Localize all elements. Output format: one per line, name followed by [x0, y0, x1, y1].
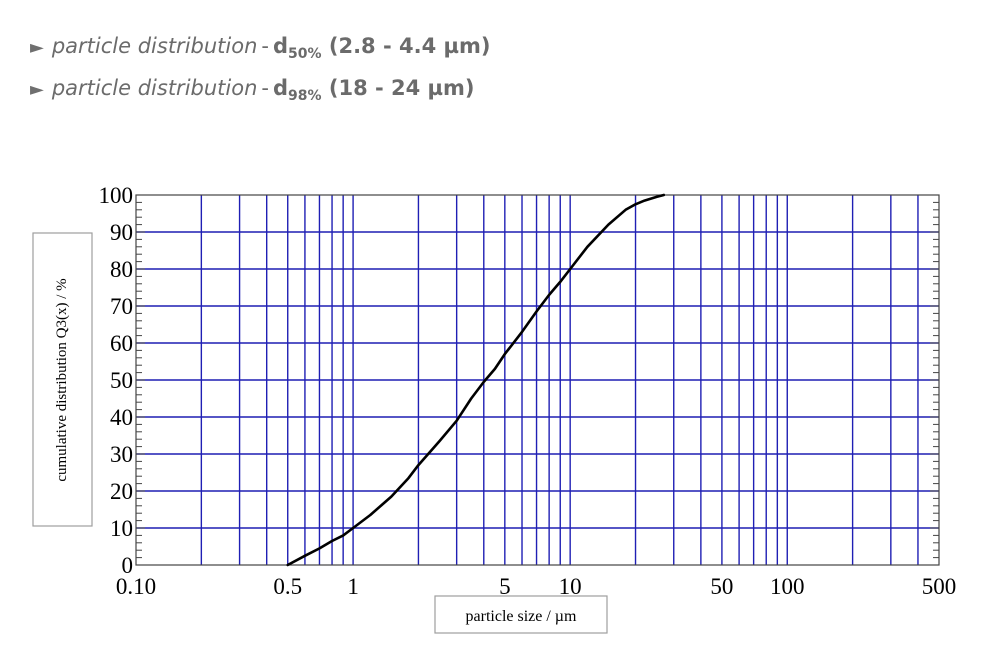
triangle-right-icon: ► — [30, 79, 44, 100]
spec-line-d98: ► particle distribution - d98% (18 - 24 µm) — [30, 70, 490, 112]
x-axis-label-box — [434, 595, 608, 634]
y-tick-label: 90 — [110, 220, 133, 245]
spec-value: d50% (2.8 - 4.4 µm) — [272, 34, 491, 62]
y-tick-label: 100 — [99, 183, 134, 208]
y-axis-label-box — [32, 232, 93, 527]
x-tick-label: 1 — [347, 574, 359, 599]
x-tick-label: 10 — [559, 574, 582, 599]
spec-range: (18 - 24 µm) — [321, 76, 475, 100]
y-tick-label: 0 — [122, 553, 134, 578]
x-tick-label: 5 — [499, 574, 511, 599]
x-tick-label: 500 — [922, 574, 957, 599]
y-tick-label: 20 — [110, 479, 133, 504]
spec-label: particle distribution — [51, 34, 258, 58]
x-tick-label: 50 — [710, 574, 733, 599]
x-tick-label: 100 — [770, 574, 805, 599]
spec-label: particle distribution — [51, 76, 258, 100]
spec-symbol: d — [272, 34, 289, 58]
spec-separator: - — [261, 34, 269, 58]
y-tick-label: 10 — [110, 516, 133, 541]
x-tick-label: 0.10 — [116, 574, 156, 599]
y-tick-label: 60 — [110, 331, 133, 356]
series-line — [286, 193, 666, 567]
y-tick-label: 40 — [110, 405, 133, 430]
spec-range: (2.8 - 4.4 µm) — [321, 34, 491, 58]
spec-line-d50: ► particle distribution - d50% (2.8 - 4.4 µ… — [30, 28, 490, 70]
spec-symbol: d — [272, 76, 289, 100]
y-tick-label: 70 — [110, 294, 133, 319]
y-tick-label: 80 — [110, 257, 133, 282]
x-axis-label: particle size / µm — [466, 608, 578, 625]
y-tick-label: 50 — [110, 368, 133, 393]
y-tick-label: 30 — [110, 442, 133, 467]
spec-subscript: 50% — [288, 46, 322, 62]
triangle-right-icon: ► — [30, 37, 44, 58]
spec-list: ► particle distribution - d50% (2.8 - 4.4 µ… — [30, 28, 490, 112]
x-tick-label: 0.5 — [273, 574, 302, 599]
spec-separator: - — [261, 76, 269, 100]
y-axis-label: cumulative distribution Q3(x) / % — [54, 278, 70, 481]
spec-subscript: 98% — [288, 88, 322, 104]
spec-value: d98% (18 - 24 µm) — [272, 76, 475, 104]
